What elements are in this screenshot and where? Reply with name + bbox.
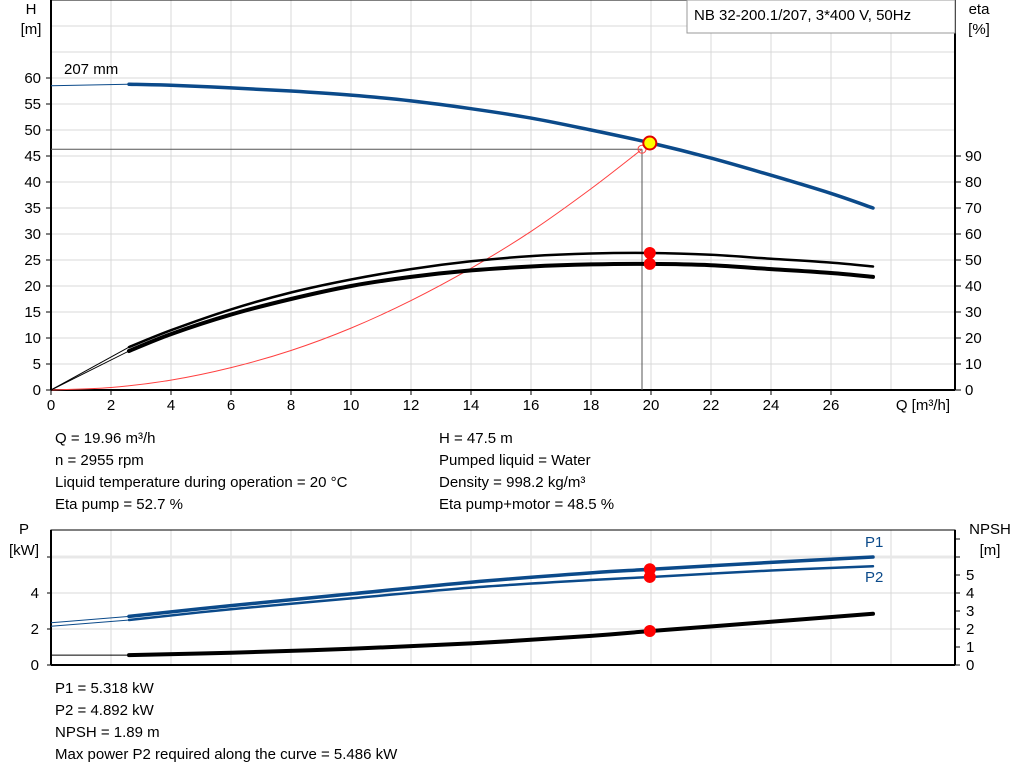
- x-tick-label: 8: [287, 397, 295, 414]
- npsh-axis-label: NPSH: [969, 521, 1011, 538]
- info-temperature: Liquid temperature during operation = 20…: [55, 474, 348, 491]
- info-left: Q = 19.96 m³/h n = 2955 rpm Liquid tempe…: [55, 428, 347, 516]
- x-axis-label: Q [m³/h]: [896, 397, 950, 414]
- npsh-y-tick-label: 0: [966, 657, 974, 674]
- y-tick-label-left: 15: [24, 304, 41, 321]
- impeller-diameter-label: 207 mm: [64, 61, 118, 78]
- power-axis-label: P: [19, 521, 29, 538]
- info-speed: n = 2955 rpm: [55, 452, 144, 469]
- y-tick-label-right: 50: [965, 252, 982, 269]
- y-tick-label-right: 60: [965, 226, 982, 243]
- y-tick-label-right: 40: [965, 278, 982, 295]
- y-tick-label-right: 30: [965, 304, 982, 321]
- info-density: Density = 998.2 kg/m³: [439, 474, 586, 491]
- eta-pump-curve: [127, 251, 875, 349]
- y-tick-label-left: 50: [24, 122, 41, 139]
- x-tick-label: 14: [463, 397, 480, 414]
- npsh-y-tick-label: 2: [966, 621, 974, 638]
- y-tick-label-right: 10: [965, 356, 982, 373]
- npsh-y-tick-label: 3: [966, 603, 974, 620]
- eta-pump-curve-extension: [50, 346, 130, 391]
- x-tick-label: 6: [227, 397, 235, 414]
- power-y-tick-label: 0: [31, 657, 39, 674]
- npsh-y-tick-label: 1: [966, 639, 974, 656]
- duty-point-marker: [642, 135, 658, 151]
- head-curve: [127, 82, 875, 210]
- y-tick-label-left: 35: [24, 200, 41, 217]
- info-eta-pump-motor: Eta pump+motor = 48.5 %: [439, 496, 615, 513]
- p2-curve: [127, 565, 875, 622]
- x-tick-label: 12: [403, 397, 420, 414]
- eta-pump-motor-curve-extension: [50, 350, 130, 391]
- system-curve: [50, 148, 643, 391]
- x-tick-label: 26: [823, 397, 840, 414]
- x-tick-label: 16: [523, 397, 540, 414]
- eta-pump-motor-curve: [127, 261, 875, 353]
- y-tick-label-left: 60: [24, 70, 41, 87]
- npsh-axis-unit: [m]: [980, 542, 1001, 559]
- power-y-tick-label: 2: [31, 621, 39, 638]
- x-tick-label: 0: [47, 397, 55, 414]
- p1-curve-extension: [50, 615, 130, 624]
- y-tick-label-left: 20: [24, 278, 41, 295]
- x-tick-label: 20: [643, 397, 660, 414]
- p2-curve-extension: [50, 619, 130, 627]
- info-max-power: Max power P2 required along the curve = …: [55, 746, 398, 763]
- y-tick-label-right: 80: [965, 174, 982, 191]
- y-tick-label-left: 10: [24, 330, 41, 347]
- x-tick-label: 18: [583, 397, 600, 414]
- info-head: H = 47.5 m: [439, 430, 513, 447]
- y-tick-label-right: 90: [965, 148, 982, 165]
- npsh-marker: [643, 624, 656, 637]
- y-tick-label-left: 40: [24, 174, 41, 191]
- p1-curve: [127, 555, 875, 619]
- y-axis-unit-left: [m]: [21, 21, 42, 38]
- info-right: H = 47.5 m Pumped liquid = Water Density…: [439, 428, 614, 516]
- info-p2: P2 = 4.892 kW: [55, 702, 154, 719]
- x-tick-label: 2: [107, 397, 115, 414]
- eta-pump-motor-marker: [643, 257, 656, 270]
- x-tick-label: 24: [763, 397, 780, 414]
- y-tick-label-right: 20: [965, 330, 982, 347]
- y-axis-unit-right: [%]: [968, 21, 990, 38]
- npsh-curve: [127, 611, 875, 658]
- info-power: P1 = 5.318 kW P2 = 4.892 kW NPSH = 1.89 …: [55, 678, 397, 766]
- y-tick-label-left: 55: [24, 96, 41, 113]
- y-tick-label-right: 70: [965, 200, 982, 217]
- x-tick-label: 22: [703, 397, 720, 414]
- y-tick-label-right: 0: [965, 382, 973, 399]
- npsh-y-tick-label: 4: [966, 585, 974, 602]
- p2-marker: [643, 570, 656, 583]
- x-tick-label: 4: [167, 397, 175, 414]
- info-eta-pump: Eta pump = 52.7 %: [55, 496, 183, 513]
- y-axis-label-right: eta: [969, 1, 991, 18]
- y-tick-label-left: 45: [24, 148, 41, 165]
- x-tick-label: 10: [343, 397, 360, 414]
- head-curve-extension: [50, 83, 130, 87]
- info-flow: Q = 19.96 m³/h: [55, 430, 156, 447]
- y-axis-label-left: H: [26, 1, 37, 18]
- plot-frame: [50, 0, 956, 391]
- y-tick-label-left: 0: [33, 382, 41, 399]
- chart-title: NB 32-200.1/207, 3*400 V, 50Hz: [694, 7, 911, 24]
- p1-label: P1: [865, 534, 883, 551]
- power-plot-frame: [50, 529, 956, 666]
- p2-label: P2: [865, 569, 883, 586]
- title-box: [686, 0, 956, 34]
- y-tick-label-left: 5: [33, 356, 41, 373]
- power-axis-unit: [kW]: [9, 542, 39, 559]
- npsh-y-tick-label: 5: [966, 567, 974, 584]
- power-y-tick-label: 4: [31, 585, 39, 602]
- eta-pump-marker: [643, 246, 656, 259]
- info-npsh: NPSH = 1.89 m: [55, 724, 160, 741]
- info-p1: P1 = 5.318 kW: [55, 680, 154, 697]
- y-tick-label-left: 30: [24, 226, 41, 243]
- y-tick-label-left: 25: [24, 252, 41, 269]
- info-liquid: Pumped liquid = Water: [439, 452, 591, 469]
